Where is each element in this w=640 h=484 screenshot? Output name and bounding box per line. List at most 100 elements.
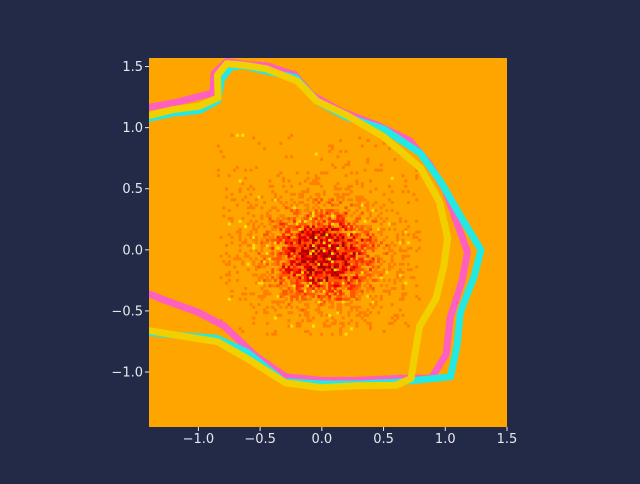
density-cell — [347, 209, 351, 212]
density-cell — [331, 260, 334, 264]
density-cell — [252, 227, 256, 231]
density-cell — [306, 198, 310, 202]
density-cell — [360, 246, 364, 250]
density-cell — [314, 227, 318, 231]
density-cell — [379, 163, 383, 167]
density-cell — [358, 289, 362, 293]
density-cell — [417, 230, 421, 234]
density-cell — [268, 219, 272, 223]
density-cell — [260, 265, 264, 269]
density-cell — [268, 230, 272, 234]
density-cell — [273, 241, 277, 245]
density-cell — [393, 319, 397, 323]
density-cell — [350, 203, 353, 207]
density-cell — [290, 209, 294, 212]
density-cell — [320, 313, 324, 317]
density-cell — [325, 235, 329, 239]
density-cell — [333, 203, 337, 207]
density-cell — [352, 276, 356, 280]
density-cell — [290, 297, 294, 301]
density-cell — [298, 276, 302, 280]
density-cell — [398, 262, 402, 266]
density-cell — [271, 332, 275, 336]
density-cell — [363, 268, 367, 272]
density-cell — [363, 233, 367, 237]
density-cell — [393, 222, 397, 226]
density-cell — [328, 273, 332, 277]
density-cell — [227, 222, 231, 226]
density-cell — [317, 287, 321, 290]
density-cell — [314, 262, 318, 266]
density-cell — [306, 313, 310, 317]
density-cell — [347, 321, 351, 325]
density-cell — [366, 254, 370, 258]
density-cell — [333, 292, 337, 296]
density-cell — [227, 217, 231, 221]
density-cell — [350, 171, 353, 175]
density-cell — [358, 260, 362, 264]
density-cell — [333, 230, 337, 234]
density-cell — [393, 252, 397, 255]
density-cell — [317, 252, 321, 255]
density-cell — [371, 209, 375, 212]
density-cell — [352, 292, 356, 296]
density-cell — [344, 260, 348, 264]
density-cell — [230, 295, 234, 298]
density-cell — [309, 252, 313, 255]
density-cell — [246, 244, 250, 247]
density-cell — [276, 174, 280, 178]
density-cell — [355, 241, 359, 245]
density-cell — [254, 311, 258, 315]
density-cell — [227, 297, 231, 301]
density-cell — [358, 254, 362, 258]
density-cell — [314, 246, 318, 250]
density-cell — [344, 265, 348, 269]
density-cell — [382, 278, 386, 282]
density-cell — [317, 284, 321, 288]
density-cell — [407, 190, 410, 194]
density-cell — [271, 268, 275, 272]
density-cell — [379, 305, 383, 309]
density-cell — [352, 287, 356, 290]
density-cell — [331, 252, 334, 255]
density-cell — [295, 209, 299, 212]
density-cell — [312, 206, 315, 210]
density-cell — [325, 209, 329, 212]
density-cell — [265, 214, 269, 218]
density-cell — [328, 238, 332, 242]
density-cell — [355, 292, 359, 296]
density-cell — [341, 260, 345, 264]
density-cell — [295, 287, 299, 290]
density-cell — [303, 230, 307, 234]
density-cell — [257, 295, 261, 298]
density-cell — [333, 319, 337, 323]
density-cell — [276, 276, 280, 280]
density-cell — [282, 252, 286, 255]
density-cell — [320, 238, 324, 242]
density-cell — [314, 179, 318, 183]
density-cell — [312, 324, 315, 328]
density-cell — [279, 313, 283, 317]
density-cell — [358, 276, 362, 280]
density-cell — [298, 260, 302, 264]
density-cell — [246, 262, 250, 266]
density-cell — [314, 238, 318, 242]
density-cell — [295, 276, 299, 280]
density-cell — [328, 276, 332, 280]
density-cell — [325, 289, 329, 293]
density-cell — [320, 246, 324, 250]
density-cell — [366, 230, 370, 234]
density-cell — [295, 244, 299, 247]
density-cell — [398, 268, 402, 272]
density-cell — [363, 254, 367, 258]
density-cell — [355, 249, 359, 253]
density-cell — [350, 308, 353, 312]
density-cell — [244, 176, 248, 180]
density-cell — [320, 244, 324, 247]
density-cell — [309, 195, 313, 199]
density-cell — [366, 244, 370, 247]
density-cell — [268, 235, 272, 239]
density-cell — [336, 260, 340, 264]
density-cell — [322, 281, 326, 285]
